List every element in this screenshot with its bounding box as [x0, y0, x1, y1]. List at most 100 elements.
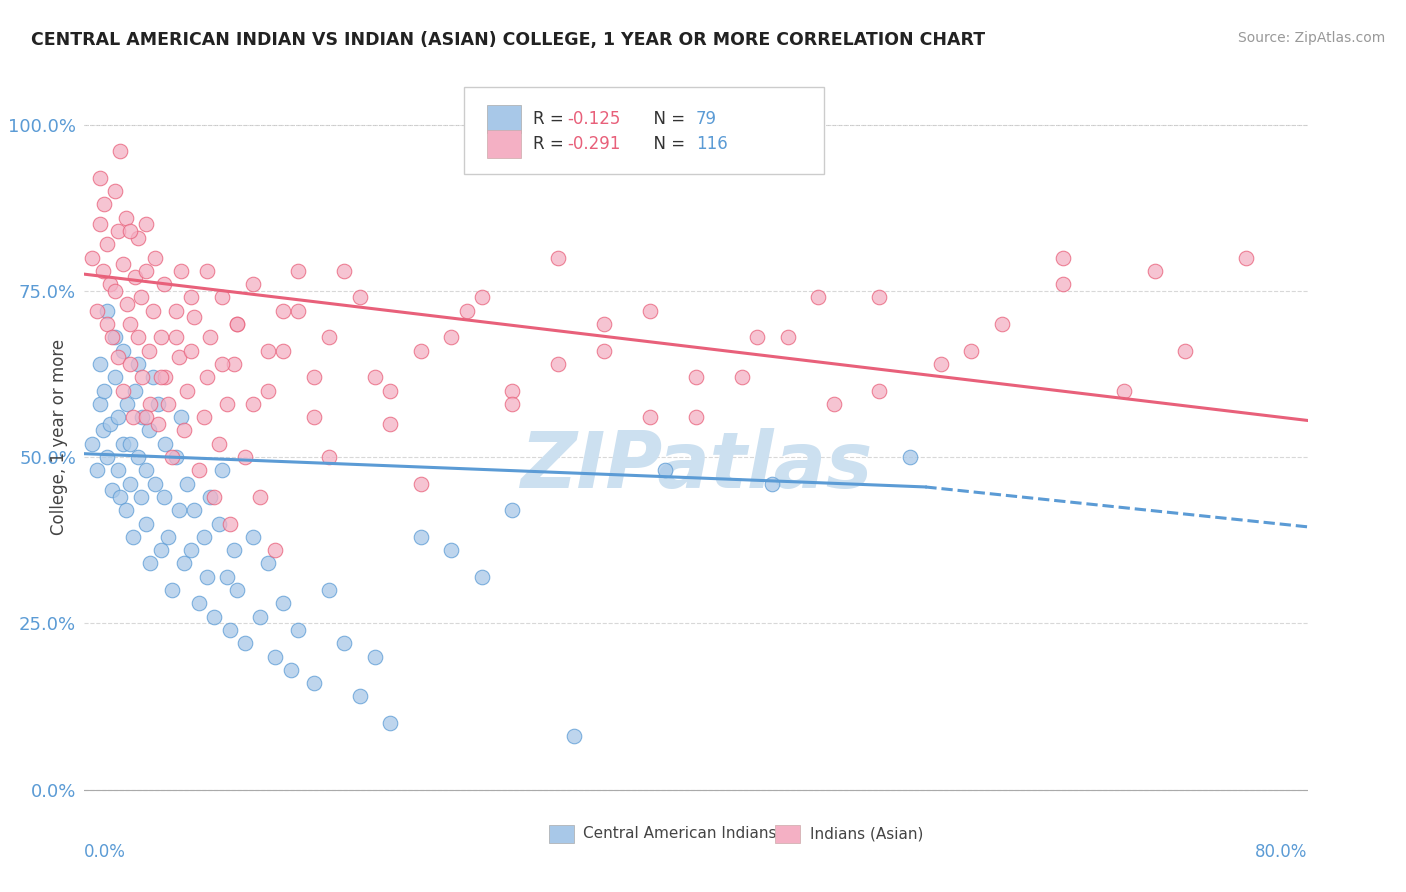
Y-axis label: College, 1 year or more: College, 1 year or more — [49, 339, 67, 535]
Text: Central American Indians: Central American Indians — [583, 826, 778, 841]
FancyBboxPatch shape — [486, 105, 522, 133]
Point — [747, 330, 769, 344]
Point — [226, 317, 249, 331]
Point — [257, 384, 280, 398]
Point — [149, 543, 172, 558]
Point — [198, 490, 221, 504]
Point — [122, 530, 145, 544]
Point — [349, 290, 371, 304]
Point — [104, 330, 127, 344]
Point — [211, 290, 233, 304]
Point — [127, 450, 149, 464]
Point — [91, 264, 114, 278]
Point — [146, 397, 169, 411]
Point — [157, 397, 180, 411]
Text: R =: R = — [533, 135, 569, 153]
Point — [502, 384, 524, 398]
Point — [593, 317, 616, 331]
Point — [98, 417, 121, 431]
Point — [287, 264, 309, 278]
Point — [153, 277, 176, 292]
Point — [1052, 277, 1074, 292]
Point — [80, 436, 103, 450]
Point — [170, 264, 193, 278]
Point — [165, 450, 187, 464]
Point — [180, 343, 202, 358]
Point — [89, 217, 111, 231]
Point — [93, 384, 115, 398]
Point — [120, 357, 142, 371]
Point — [135, 463, 157, 477]
Text: Indians (Asian): Indians (Asian) — [810, 826, 924, 841]
Point — [120, 317, 142, 331]
Point — [129, 290, 152, 304]
Point — [107, 463, 129, 477]
Point — [115, 397, 138, 411]
Point — [869, 290, 891, 304]
Point — [131, 370, 153, 384]
Point — [108, 144, 131, 158]
Point — [380, 417, 402, 431]
Point — [193, 530, 215, 544]
Point — [1236, 251, 1258, 265]
Point — [218, 623, 240, 637]
Point — [318, 450, 340, 464]
Point — [215, 397, 238, 411]
Point — [101, 330, 124, 344]
Point — [869, 384, 891, 398]
Text: 0.0%: 0.0% — [84, 843, 127, 861]
Point — [183, 310, 205, 325]
Point — [685, 410, 707, 425]
FancyBboxPatch shape — [486, 130, 522, 158]
Point — [195, 370, 218, 384]
Point — [593, 343, 616, 358]
Point — [124, 270, 146, 285]
Point — [287, 303, 309, 318]
Point — [456, 303, 478, 318]
Point — [149, 370, 172, 384]
Point — [111, 436, 134, 450]
Point — [115, 297, 138, 311]
Point — [215, 570, 238, 584]
Point — [149, 330, 172, 344]
Point — [160, 450, 183, 464]
Text: N =: N = — [644, 110, 690, 128]
Text: -0.291: -0.291 — [568, 135, 621, 153]
Point — [409, 476, 432, 491]
Point — [86, 303, 108, 318]
Point — [180, 290, 202, 304]
Point — [135, 410, 157, 425]
Point — [823, 397, 845, 411]
Point — [165, 330, 187, 344]
Point — [638, 410, 661, 425]
Point — [111, 384, 134, 398]
FancyBboxPatch shape — [776, 825, 800, 843]
Point — [80, 251, 103, 265]
Point — [127, 230, 149, 244]
Point — [138, 424, 160, 438]
Point — [349, 690, 371, 704]
Point — [120, 436, 142, 450]
Point — [188, 596, 211, 610]
Point — [155, 370, 177, 384]
Point — [138, 343, 160, 358]
Point — [249, 609, 271, 624]
Point — [226, 317, 249, 331]
Point — [211, 357, 233, 371]
Point — [167, 351, 190, 365]
Point — [135, 516, 157, 531]
Text: Source: ZipAtlas.com: Source: ZipAtlas.com — [1237, 31, 1385, 45]
Point — [180, 543, 202, 558]
Point — [211, 463, 233, 477]
Point — [409, 343, 432, 358]
Point — [107, 351, 129, 365]
Point — [271, 343, 294, 358]
Point — [471, 290, 494, 304]
Point — [440, 330, 463, 344]
Point — [142, 303, 165, 318]
FancyBboxPatch shape — [550, 825, 574, 843]
Point — [167, 503, 190, 517]
Point — [685, 370, 707, 384]
Point — [257, 557, 280, 571]
Point — [224, 357, 246, 371]
